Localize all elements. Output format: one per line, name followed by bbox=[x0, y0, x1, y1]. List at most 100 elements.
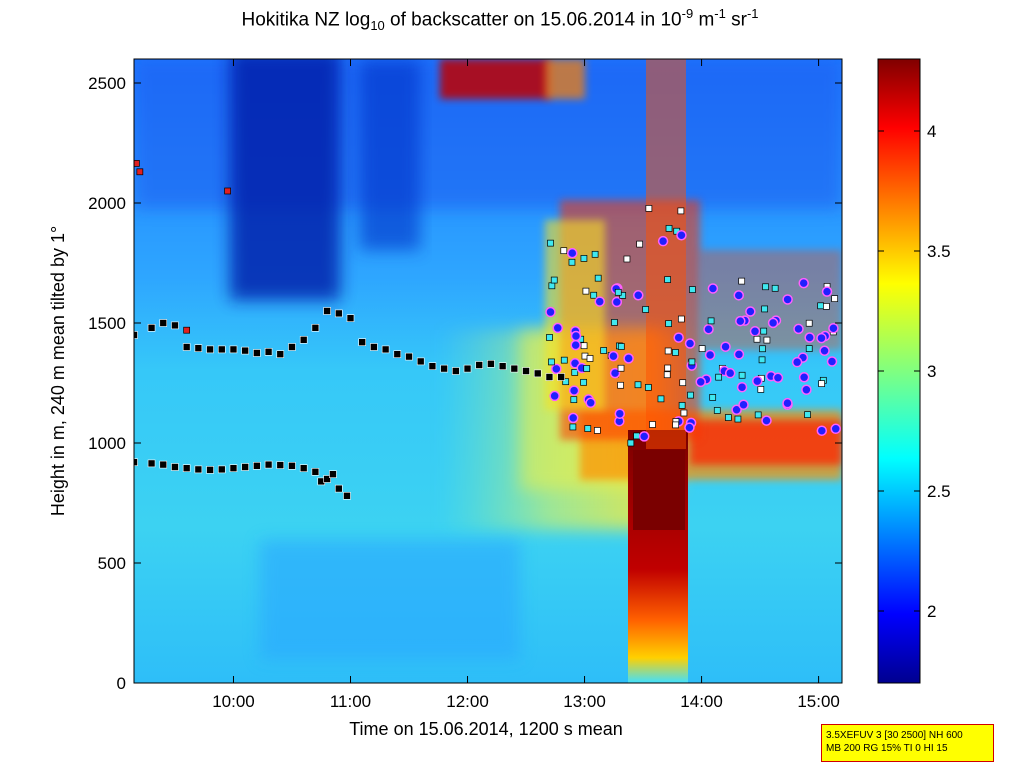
cyan-marker bbox=[817, 302, 825, 310]
plot-frame bbox=[133, 58, 843, 684]
cloud-marker bbox=[611, 296, 623, 308]
cyan-marker bbox=[672, 349, 679, 356]
cyan-marker bbox=[664, 276, 671, 283]
layer-marker bbox=[194, 465, 203, 474]
cyan-marker bbox=[611, 319, 618, 326]
cloud-marker bbox=[782, 397, 793, 409]
layer-marker bbox=[346, 314, 355, 323]
cloud-marker bbox=[733, 349, 745, 360]
cyan-marker bbox=[689, 286, 696, 293]
layer-marker bbox=[147, 459, 156, 468]
white-marker bbox=[594, 427, 601, 434]
cyan-marker bbox=[724, 414, 732, 421]
cloud-marker bbox=[816, 332, 827, 344]
y-tick-label: 0 bbox=[117, 674, 126, 693]
cloud-marker bbox=[551, 363, 562, 375]
layer-marker bbox=[159, 460, 168, 469]
white-marker bbox=[831, 295, 839, 303]
cloud-marker bbox=[761, 415, 772, 426]
cloud-marker bbox=[819, 345, 830, 356]
y-tick-label: 500 bbox=[98, 554, 126, 573]
cloud-marker bbox=[684, 338, 696, 349]
cyan-marker bbox=[709, 394, 717, 401]
cyan-marker bbox=[642, 306, 650, 313]
white-marker bbox=[753, 335, 761, 343]
layer-marker bbox=[159, 319, 168, 327]
layer-marker bbox=[264, 460, 273, 469]
layer-marker bbox=[182, 343, 191, 351]
cloud-marker bbox=[570, 339, 581, 351]
y-axis: 0 500 1000 1500 2000 2500 bbox=[88, 74, 842, 693]
white-marker bbox=[663, 371, 671, 379]
layer-marker bbox=[299, 335, 308, 344]
colorbar-axis: 2 2.5 3 3.5 4 bbox=[878, 122, 951, 621]
layer-marker bbox=[498, 362, 507, 371]
cyan-marker bbox=[583, 365, 591, 372]
cyan-marker bbox=[707, 317, 715, 325]
cloud-marker bbox=[738, 399, 749, 410]
layer-marker bbox=[452, 367, 460, 375]
layer-marker bbox=[147, 323, 156, 332]
layer-marker bbox=[241, 463, 249, 471]
cloud-marker bbox=[638, 431, 650, 442]
cyan-marker bbox=[758, 356, 766, 364]
chart-title: Hokitika NZ log10 of backscatter on 15.0… bbox=[241, 6, 759, 34]
layer-marker bbox=[229, 464, 238, 473]
cyan-marker bbox=[569, 423, 577, 431]
cyan-marker bbox=[614, 288, 622, 296]
white-marker bbox=[560, 247, 568, 255]
layer-marker bbox=[557, 373, 565, 381]
cyan-marker bbox=[591, 250, 599, 258]
cloud-marker bbox=[703, 323, 714, 335]
cloud-marker bbox=[676, 229, 687, 241]
layer-marker bbox=[334, 484, 343, 493]
heatmap-image bbox=[134, 59, 842, 683]
white-marker bbox=[677, 207, 685, 215]
cloud-marker bbox=[821, 286, 833, 297]
cyan-marker bbox=[571, 369, 579, 376]
x-tick-label: 10:00 bbox=[212, 692, 255, 711]
cyan-marker bbox=[548, 358, 555, 366]
cloud-marker bbox=[567, 247, 578, 259]
layer-marker bbox=[323, 475, 331, 483]
white-marker bbox=[664, 364, 672, 372]
layer-marker bbox=[288, 343, 296, 351]
red-marker bbox=[224, 187, 231, 195]
cyan-marker bbox=[627, 439, 635, 447]
cloud-marker bbox=[552, 322, 563, 334]
white-marker bbox=[664, 347, 672, 355]
cloud-marker bbox=[828, 322, 839, 334]
cyan-marker bbox=[633, 432, 640, 440]
cyan-marker bbox=[678, 402, 686, 409]
cloud-marker bbox=[798, 277, 809, 289]
layer-marker bbox=[288, 461, 296, 470]
layer-marker bbox=[487, 359, 495, 368]
white-marker bbox=[698, 345, 706, 352]
cloud-marker bbox=[684, 422, 695, 433]
layer-marker bbox=[440, 364, 448, 373]
layer-marker bbox=[522, 367, 530, 375]
layer-marker bbox=[134, 331, 138, 339]
layer-marker bbox=[475, 361, 484, 369]
cyan-marker bbox=[804, 411, 811, 418]
red-marker bbox=[134, 160, 140, 167]
cloud-marker bbox=[793, 323, 804, 335]
cyan-marker bbox=[568, 258, 576, 266]
layer-marker bbox=[311, 467, 320, 476]
cyan-marker bbox=[562, 378, 570, 386]
layer-marker bbox=[329, 470, 337, 479]
cloud-marker bbox=[704, 349, 716, 361]
cloud-marker bbox=[614, 408, 626, 419]
layer-series bbox=[134, 307, 565, 500]
cloud-marker bbox=[830, 423, 841, 435]
cloud-marker bbox=[752, 375, 763, 387]
layer-marker bbox=[393, 350, 402, 359]
layer-marker bbox=[194, 344, 203, 353]
layer-marker bbox=[217, 345, 226, 354]
white-marker bbox=[649, 421, 656, 428]
white-marker bbox=[645, 205, 653, 212]
cyan-marker bbox=[713, 407, 721, 414]
cyan-marker bbox=[548, 282, 556, 290]
cyan-marker bbox=[645, 384, 652, 391]
